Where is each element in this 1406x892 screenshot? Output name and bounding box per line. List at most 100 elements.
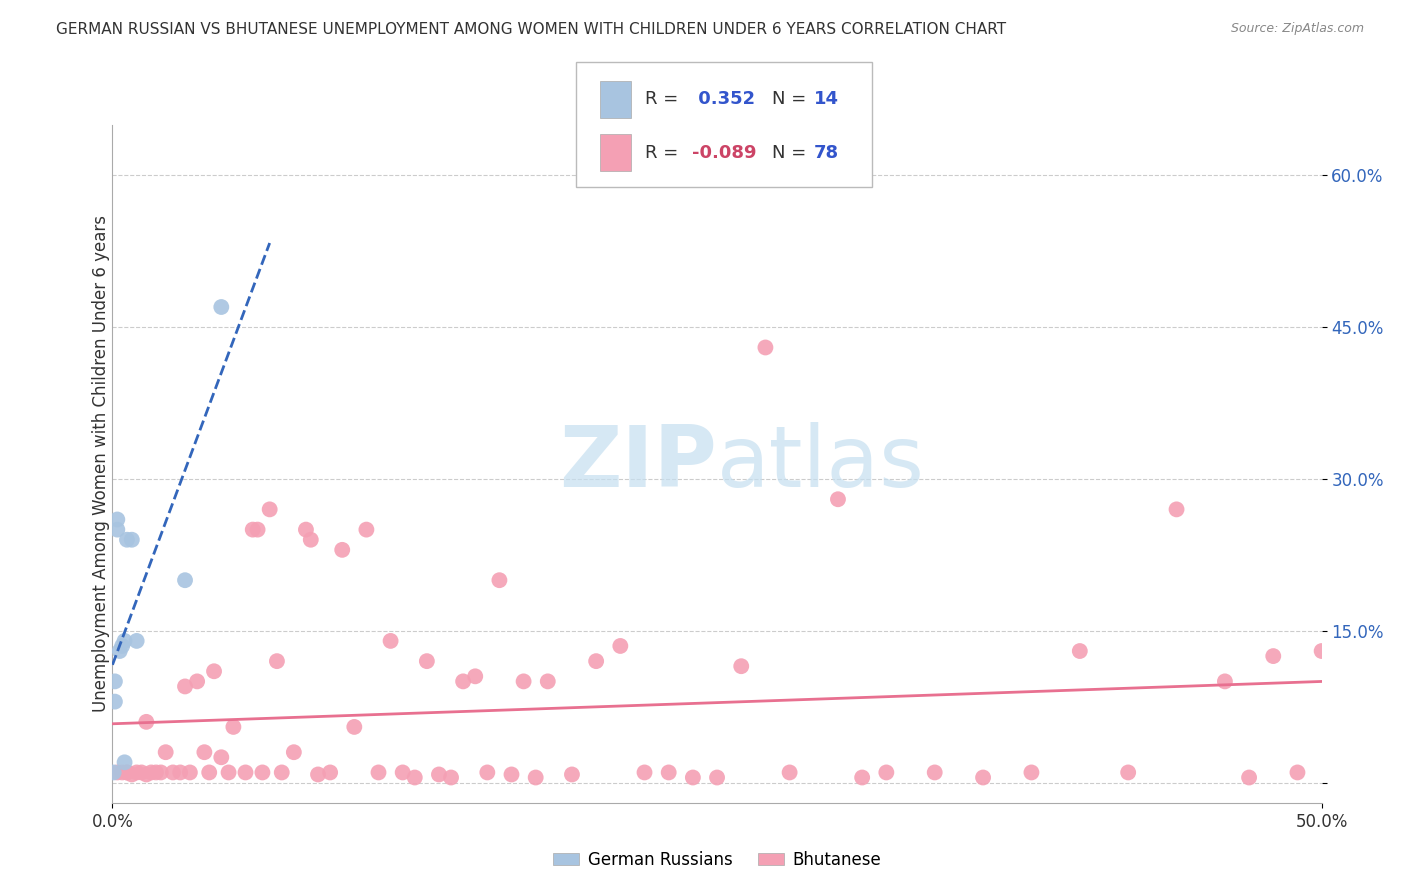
Point [827, 492, 849, 507]
Point [1166, 502, 1188, 516]
Point [105, 765, 128, 780]
Point [202, 665, 225, 679]
Point [283, 745, 305, 759]
Text: R =: R = [645, 144, 679, 161]
Text: 14: 14 [814, 90, 839, 108]
Point [1069, 644, 1091, 658]
Legend: German Russians, Bhutanese: German Russians, Bhutanese [546, 845, 889, 876]
Point [512, 674, 534, 689]
Point [111, 639, 134, 653]
Point [242, 523, 264, 537]
Point [222, 720, 245, 734]
Text: -0.089: -0.089 [692, 144, 756, 161]
Point [125, 634, 148, 648]
Point [103, 765, 125, 780]
Point [356, 523, 378, 537]
Text: ZIP: ZIP [560, 422, 717, 506]
Text: R =: R = [645, 90, 679, 108]
Point [125, 765, 148, 780]
Point [145, 765, 167, 780]
Point [295, 523, 318, 537]
Point [682, 771, 704, 785]
Point [105, 523, 128, 537]
Point [114, 634, 136, 648]
Point [367, 765, 389, 780]
Point [246, 523, 269, 537]
Point [524, 771, 547, 785]
Point [115, 533, 138, 547]
Point [114, 756, 136, 770]
Point [1237, 771, 1260, 785]
Point [609, 639, 631, 653]
Point [307, 767, 329, 781]
Point [451, 674, 474, 689]
Point [299, 533, 322, 547]
Point [104, 674, 127, 689]
Point [141, 765, 163, 780]
Point [319, 765, 342, 780]
Point [658, 765, 681, 780]
Point [135, 767, 157, 781]
Point [108, 644, 131, 658]
Point [706, 771, 728, 785]
Point [1116, 765, 1139, 780]
Point [115, 765, 138, 780]
Point [464, 669, 486, 683]
Point [121, 767, 143, 781]
Point [754, 341, 776, 355]
Point [270, 765, 292, 780]
Text: 78: 78 [814, 144, 839, 161]
Point [501, 767, 523, 781]
Point [121, 533, 143, 547]
Text: atlas: atlas [717, 422, 925, 506]
Point [111, 765, 134, 780]
Text: 0.352: 0.352 [692, 90, 755, 108]
Point [186, 674, 208, 689]
Point [1021, 765, 1043, 780]
Point [162, 765, 184, 780]
Point [972, 771, 994, 785]
Point [440, 771, 463, 785]
Point [179, 765, 201, 780]
Point [266, 654, 288, 668]
Point [198, 765, 221, 780]
Point [1213, 674, 1236, 689]
Point [1263, 649, 1285, 664]
Point [427, 767, 450, 781]
Point [105, 512, 128, 526]
Point [209, 750, 232, 764]
Point [477, 765, 499, 780]
Point [730, 659, 752, 673]
Point [174, 573, 197, 587]
Point [851, 771, 873, 785]
Text: Source: ZipAtlas.com: Source: ZipAtlas.com [1230, 22, 1364, 36]
Point [585, 654, 607, 668]
Point [115, 765, 138, 780]
Point [235, 765, 257, 780]
Point [343, 720, 366, 734]
Point [924, 765, 946, 780]
Point [169, 765, 191, 780]
Point [252, 765, 274, 780]
Point [561, 767, 583, 781]
Point [416, 654, 439, 668]
Y-axis label: Unemployment Among Women with Children Under 6 years: Unemployment Among Women with Children U… [93, 215, 110, 713]
Point [330, 542, 353, 557]
Point [875, 765, 897, 780]
Point [155, 745, 177, 759]
Point [404, 771, 426, 785]
Point [537, 674, 560, 689]
Point [135, 714, 157, 729]
Point [193, 745, 215, 759]
Point [380, 634, 402, 648]
Point [779, 765, 801, 780]
Point [131, 765, 153, 780]
Point [633, 765, 655, 780]
Point [218, 765, 240, 780]
Point [104, 695, 127, 709]
Point [1310, 644, 1333, 658]
Text: GERMAN RUSSIAN VS BHUTANESE UNEMPLOYMENT AMONG WOMEN WITH CHILDREN UNDER 6 YEARS: GERMAN RUSSIAN VS BHUTANESE UNEMPLOYMENT… [56, 22, 1007, 37]
Point [391, 765, 413, 780]
Point [488, 573, 510, 587]
Text: N =: N = [772, 90, 806, 108]
